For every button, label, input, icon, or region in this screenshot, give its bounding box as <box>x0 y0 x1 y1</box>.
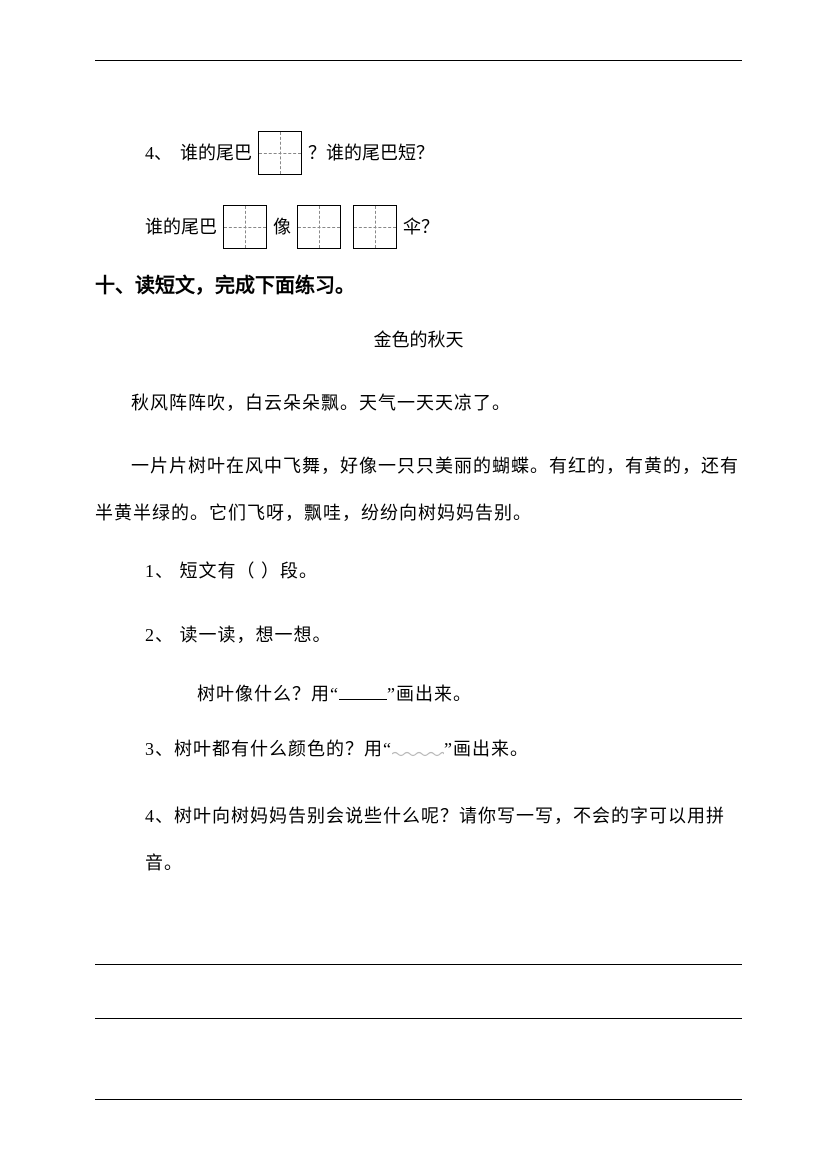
passage-paragraph-2: 一片片树叶在风中飞舞，好像一只只美丽的蝴蝶。有红的，有黄的，还有半黄半绿的。它们… <box>95 443 742 537</box>
underline-wavy-mark <box>392 737 444 755</box>
q4-text2-end: 伞？ <box>403 213 439 242</box>
section-10-heading: 十、读短文，完成下面练习。 <box>95 269 742 298</box>
writing-box[interactable] <box>258 131 302 175</box>
q4-text-b: ？谁的尾巴短？ <box>308 139 434 168</box>
section10-q4: 4、树叶向树妈妈告别会说些什么呢？请你写一写，不会的字可以用拼音。 <box>145 793 742 887</box>
writing-box[interactable] <box>223 205 267 249</box>
passage-title: 金色的秋天 <box>95 326 742 352</box>
q4-text-a: 谁的尾巴 <box>180 139 252 168</box>
question-4-line2: 谁的尾巴 像 伞？ <box>145 205 742 249</box>
q4-text2-mid: 像 <box>273 213 291 242</box>
q4-text2-a: 谁的尾巴 <box>145 213 217 242</box>
writing-box[interactable] <box>353 205 397 249</box>
question-4-line1: 4、 谁的尾巴 ？谁的尾巴短？ <box>145 131 742 175</box>
q2sub-text-b: ”画出来。 <box>387 684 472 704</box>
q4-number: 4、 <box>145 139 172 168</box>
writing-box[interactable] <box>297 205 341 249</box>
q3-text-b: ”画出来。 <box>444 739 529 759</box>
answer-line[interactable] <box>95 975 742 1019</box>
passage-paragraph-1: 秋风阵阵吹，白云朵朵飘。天气一天天凉了。 <box>95 380 742 427</box>
bottom-horizontal-rule <box>95 1099 742 1100</box>
q3-text-a: 3、树叶都有什么颜色的？用“ <box>145 739 392 759</box>
answer-lines-area <box>95 921 742 1019</box>
section10-q1: 1、 短文有（ ）段。 <box>145 552 742 592</box>
answer-line[interactable] <box>95 921 742 965</box>
section10-q3: 3、树叶都有什么颜色的？用“ ”画出来。 <box>145 730 742 770</box>
section10-q2-sub: 树叶像什么？用“ ”画出来。 <box>197 680 742 706</box>
q2sub-text-a: 树叶像什么？用“ <box>197 684 339 704</box>
section10-q2: 2、 读一读，想一想。 <box>145 616 742 656</box>
underline-solid-mark <box>339 682 387 700</box>
top-horizontal-rule <box>95 60 742 61</box>
